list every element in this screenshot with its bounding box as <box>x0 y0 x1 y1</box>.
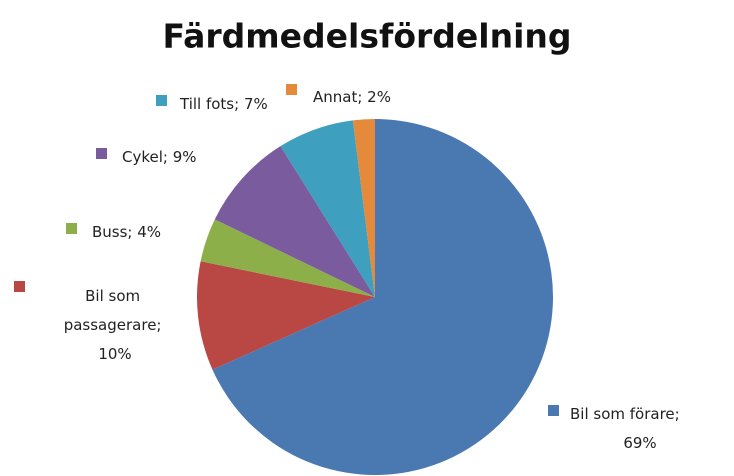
label-marker <box>156 95 167 106</box>
data-label: Bil som förare; 69% <box>570 405 684 452</box>
pie-slice <box>214 146 375 297</box>
label-marker <box>548 405 559 416</box>
label-marker <box>14 281 25 292</box>
pie-slice <box>280 120 375 297</box>
label-marker <box>96 148 107 159</box>
pie-slice <box>197 261 375 370</box>
label-marker <box>286 84 297 95</box>
pie-slice <box>200 219 375 297</box>
label-marker <box>66 223 77 234</box>
pie-slice <box>212 119 554 476</box>
chart-title: Färdmedelsfördelning <box>162 17 571 56</box>
data-label: Annat; 2% <box>313 88 391 106</box>
data-label: Till fots; 7% <box>179 95 268 113</box>
data-label: Buss; 4% <box>92 223 161 241</box>
data-label: Bil som passagerare; 10% <box>64 287 167 363</box>
pie-slice <box>352 119 375 297</box>
data-label: Cykel; 9% <box>122 148 197 166</box>
